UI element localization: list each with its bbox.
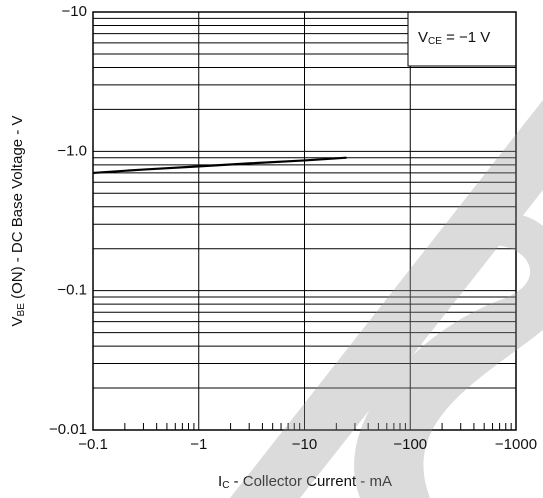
x-axis-label: IC - Collector Current - mA (218, 473, 392, 491)
watermark-band (230, 100, 543, 498)
y-axis-label: VBE (ON) - DC Base Voltage - V (9, 116, 27, 327)
x-tick-label: −10 (292, 436, 317, 453)
annotation-rest: = −1 V (442, 29, 490, 46)
y-label-sub: BE (16, 303, 27, 317)
annotation-box (407, 11, 517, 67)
annotation-main: V (418, 29, 428, 46)
x-label-sub: C (222, 480, 229, 491)
x-tick-label: −1 (190, 436, 207, 453)
y-tick-label: −0.1 (57, 282, 87, 299)
y-tick-label: −1.0 (57, 142, 87, 159)
watermark (230, 100, 543, 498)
y-tick-label: −10 (62, 3, 87, 20)
annotation: VCE = −1 V (418, 29, 490, 47)
plot-frame (92, 11, 517, 431)
y-label-main: V (9, 316, 26, 326)
x-label-main: I (218, 473, 222, 490)
data-line (92, 156, 347, 175)
x-tick-label: −0.1 (78, 436, 108, 453)
annotation-sub: CE (428, 36, 442, 47)
x-tick-label: −1000 (495, 436, 537, 453)
x-tick-label: −100 (393, 436, 427, 453)
y-tick-label: −0.01 (49, 421, 87, 438)
y-label-rest: (ON) - DC Base Voltage - V (9, 116, 26, 304)
watermark-s (354, 212, 543, 498)
x-label-rest: - Collector Current - mA (229, 473, 392, 490)
